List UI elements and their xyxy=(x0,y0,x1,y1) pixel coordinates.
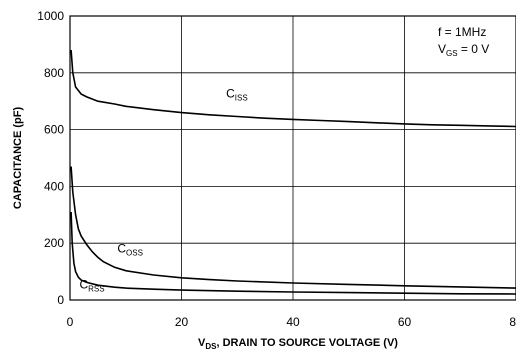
y-tick-label: 200 xyxy=(44,236,64,250)
x-axis-label-sub: DS xyxy=(205,342,217,351)
ciss-label: CISS xyxy=(226,87,248,103)
y-axis-label: CAPACITANCE (pF) xyxy=(12,107,24,210)
y-tick-label: 0 xyxy=(57,293,64,307)
x-tick-label: 8 xyxy=(509,315,516,329)
condition-vgs-sub: GS xyxy=(446,49,458,58)
x-axis-label-main: V xyxy=(198,337,206,349)
crss-line xyxy=(70,211,516,295)
x-tick-label: 40 xyxy=(286,315,300,329)
condition-vgs: VGS = 0 V xyxy=(438,42,489,58)
series-labels: CISS COSS CRSS xyxy=(79,87,247,294)
series-lines xyxy=(70,50,516,295)
condition-vgs-rest: = 0 V xyxy=(458,42,490,56)
coss-line xyxy=(70,166,516,289)
x-tick-label: 20 xyxy=(175,315,189,329)
x-axis-label-rest: , DRAIN TO SOURCE VOLTAGE (V) xyxy=(216,337,398,349)
condition-vgs-main: V xyxy=(438,42,446,56)
plot-frame xyxy=(69,15,516,301)
y-tick-label: 600 xyxy=(44,123,64,137)
x-tick-label: 0 xyxy=(67,315,74,329)
ciss-line xyxy=(70,50,516,128)
grid xyxy=(70,16,516,300)
x-tick-label: 60 xyxy=(398,315,412,329)
condition-frequency: f = 1MHz xyxy=(438,25,486,39)
crss-label: CRSS xyxy=(79,278,104,294)
coss-label: COSS xyxy=(117,241,143,257)
y-tick-label: 800 xyxy=(44,66,64,80)
y-tick-label: 400 xyxy=(44,179,64,193)
x-axis-label: VDS, DRAIN TO SOURCE VOLTAGE (V) xyxy=(198,337,398,351)
y-tick-label: 1000 xyxy=(37,9,64,23)
